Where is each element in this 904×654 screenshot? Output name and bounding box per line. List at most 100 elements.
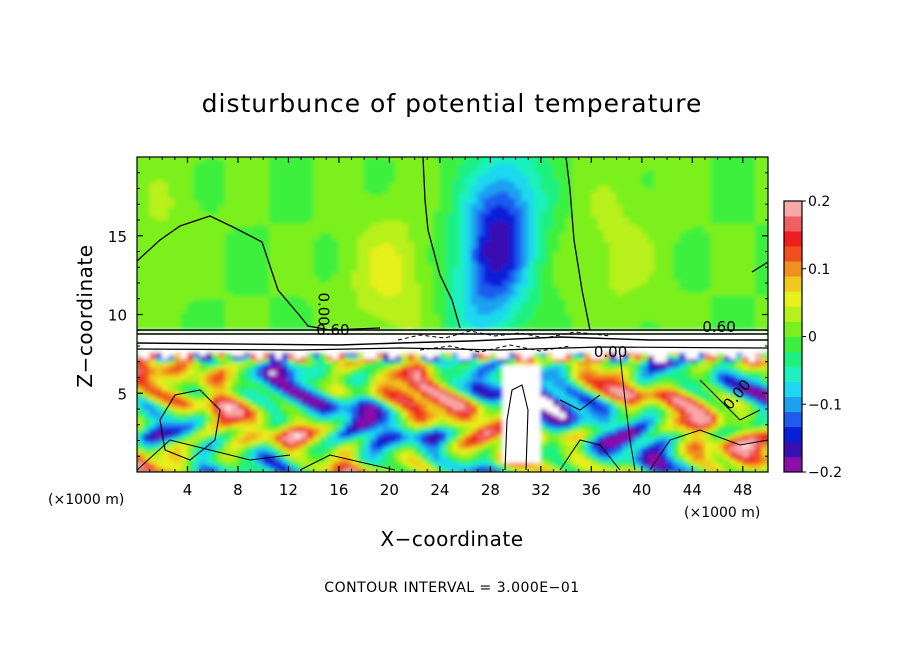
field-cell <box>325 254 334 259</box>
field-cell <box>224 314 233 319</box>
field-cell <box>319 295 327 300</box>
field-cell <box>199 175 207 180</box>
field-cell <box>300 266 308 271</box>
field-cell <box>256 414 264 419</box>
field-cell <box>168 251 176 256</box>
field-cell <box>256 351 264 356</box>
field-cell <box>439 304 447 309</box>
field-cell <box>344 162 352 167</box>
field-cell <box>351 358 359 363</box>
field-cell <box>439 166 447 170</box>
field-cell <box>269 166 277 170</box>
field-cell <box>262 207 270 211</box>
field-cell <box>351 235 359 240</box>
field-cell <box>338 427 346 432</box>
field-cell <box>407 175 416 180</box>
field-cell <box>363 314 371 319</box>
field-cell <box>168 159 176 164</box>
field-cell <box>395 273 403 278</box>
field-cell <box>313 178 321 183</box>
field-cell <box>319 162 327 167</box>
field-cell <box>433 203 441 208</box>
field-cell <box>420 225 428 230</box>
field-cell <box>224 216 233 221</box>
field-cell <box>174 348 182 353</box>
field-cell <box>250 203 258 208</box>
field-cell <box>357 288 365 293</box>
field-cell <box>439 235 447 240</box>
field-cell <box>288 232 296 237</box>
field-cell <box>142 377 151 382</box>
field-cell <box>262 247 270 252</box>
field-cell <box>218 314 226 319</box>
field-cell <box>426 402 434 407</box>
field-cell <box>351 210 359 215</box>
field-cell <box>401 162 409 167</box>
field-cell <box>250 285 258 290</box>
field-cell <box>338 392 346 397</box>
field-cell <box>414 351 422 356</box>
field-cell <box>269 389 277 394</box>
field-cell <box>168 449 176 454</box>
field-cell <box>237 414 245 419</box>
field-cell <box>199 279 207 284</box>
field-cell <box>300 468 308 472</box>
field-cell <box>168 408 176 413</box>
field-cell <box>250 377 258 382</box>
field-cell <box>199 405 207 410</box>
field-cell <box>338 348 346 353</box>
field-cell <box>325 279 334 284</box>
field-cell <box>168 452 176 457</box>
field-cell <box>433 342 441 347</box>
field-cell <box>288 320 296 325</box>
field-cell <box>231 307 239 312</box>
field-cell <box>174 178 182 183</box>
field-cell <box>338 188 346 193</box>
field-cell <box>319 361 327 366</box>
field-cell <box>269 465 277 470</box>
field-cell <box>294 200 302 205</box>
field-cell <box>224 414 233 419</box>
field-cell <box>433 329 441 334</box>
field-cell <box>351 405 359 410</box>
field-cell <box>382 166 390 170</box>
field-cell <box>256 317 264 322</box>
field-cell <box>338 169 346 174</box>
field-cell <box>407 292 416 296</box>
field-cell <box>344 383 352 388</box>
field-cell <box>319 440 327 445</box>
field-cell <box>269 225 277 230</box>
field-cell <box>281 188 289 193</box>
field-cell <box>231 462 239 467</box>
field-cell <box>338 326 346 331</box>
field-cell <box>363 427 371 432</box>
field-cell <box>199 210 207 215</box>
field-cell <box>401 235 409 240</box>
field-cell <box>313 276 321 281</box>
field-cell <box>137 288 144 293</box>
field-cell <box>300 197 308 202</box>
field-cell <box>300 188 308 193</box>
field-cell <box>224 178 233 183</box>
field-cell <box>376 241 384 246</box>
field-cell <box>237 373 245 378</box>
field-cell <box>212 191 220 196</box>
field-cell <box>142 301 151 306</box>
field-cell <box>433 188 441 193</box>
field-cell <box>389 241 397 246</box>
field-cell <box>142 333 151 337</box>
field-cell <box>180 178 188 183</box>
field-cell <box>414 436 422 441</box>
field-cell <box>231 276 239 281</box>
field-cell <box>199 373 207 378</box>
field-cell <box>288 178 296 183</box>
field-cell <box>300 421 308 426</box>
field-cell <box>187 336 195 341</box>
field-cell <box>306 370 315 375</box>
field-cell <box>155 468 163 472</box>
field-cell <box>313 440 321 445</box>
field-cell <box>187 213 195 218</box>
field-cell <box>250 323 258 328</box>
field-cell <box>224 169 233 174</box>
field-cell <box>168 361 176 366</box>
